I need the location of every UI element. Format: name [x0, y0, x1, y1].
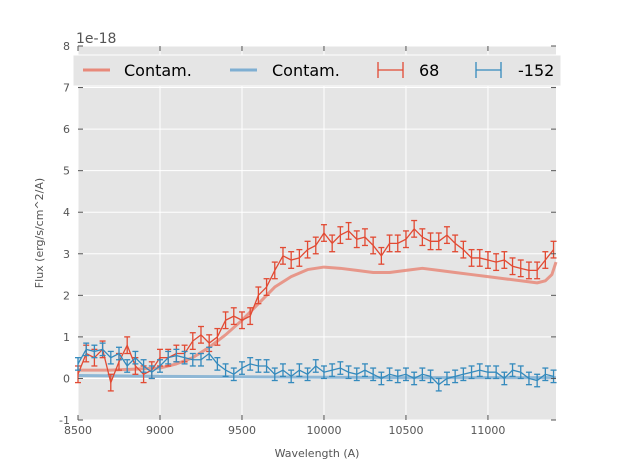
- x-tick-label: 9500: [228, 424, 256, 437]
- x-tick-label: 10000: [306, 424, 341, 437]
- legend-label-blue-contam: Contam.: [272, 61, 340, 80]
- x-tick-label: 8500: [64, 424, 92, 437]
- y-tick-label: 3: [63, 248, 70, 261]
- legend-label-minus152: -152: [518, 61, 554, 80]
- plot-area: [78, 46, 556, 420]
- y-offset-label: 1e-18: [76, 31, 116, 47]
- legend-label-red-contam: Contam.: [124, 61, 192, 80]
- x-tick-label: 9000: [146, 424, 174, 437]
- y-axis-label: Flux (erg/s/cm^2/A): [33, 178, 46, 288]
- y-tick-label: 4: [63, 206, 70, 219]
- x-axis-label: Wavelength (A): [275, 447, 360, 460]
- x-tick-label: 11000: [470, 424, 505, 437]
- y-tick-label: 8: [63, 40, 70, 53]
- series--152: [75, 342, 557, 392]
- x-tick-label: 10500: [388, 424, 423, 437]
- y-tick-label: 2: [63, 289, 70, 302]
- y-tick-label: -1: [59, 414, 70, 427]
- legend-blue-errorbar-icon: [475, 62, 502, 78]
- legend-label-68: 68: [419, 61, 439, 80]
- y-tick-label: 5: [63, 165, 70, 178]
- contam-model-line-0: [78, 261, 558, 372]
- y-tick-label: 6: [63, 123, 70, 136]
- y-tick-label: 0: [63, 372, 70, 385]
- y-tick-label: 1: [63, 331, 70, 344]
- legend-red-errorbar-icon: [377, 62, 404, 78]
- legend: Contam. Contam. 68 -152: [72, 54, 562, 87]
- y-tick-label: 7: [63, 82, 70, 95]
